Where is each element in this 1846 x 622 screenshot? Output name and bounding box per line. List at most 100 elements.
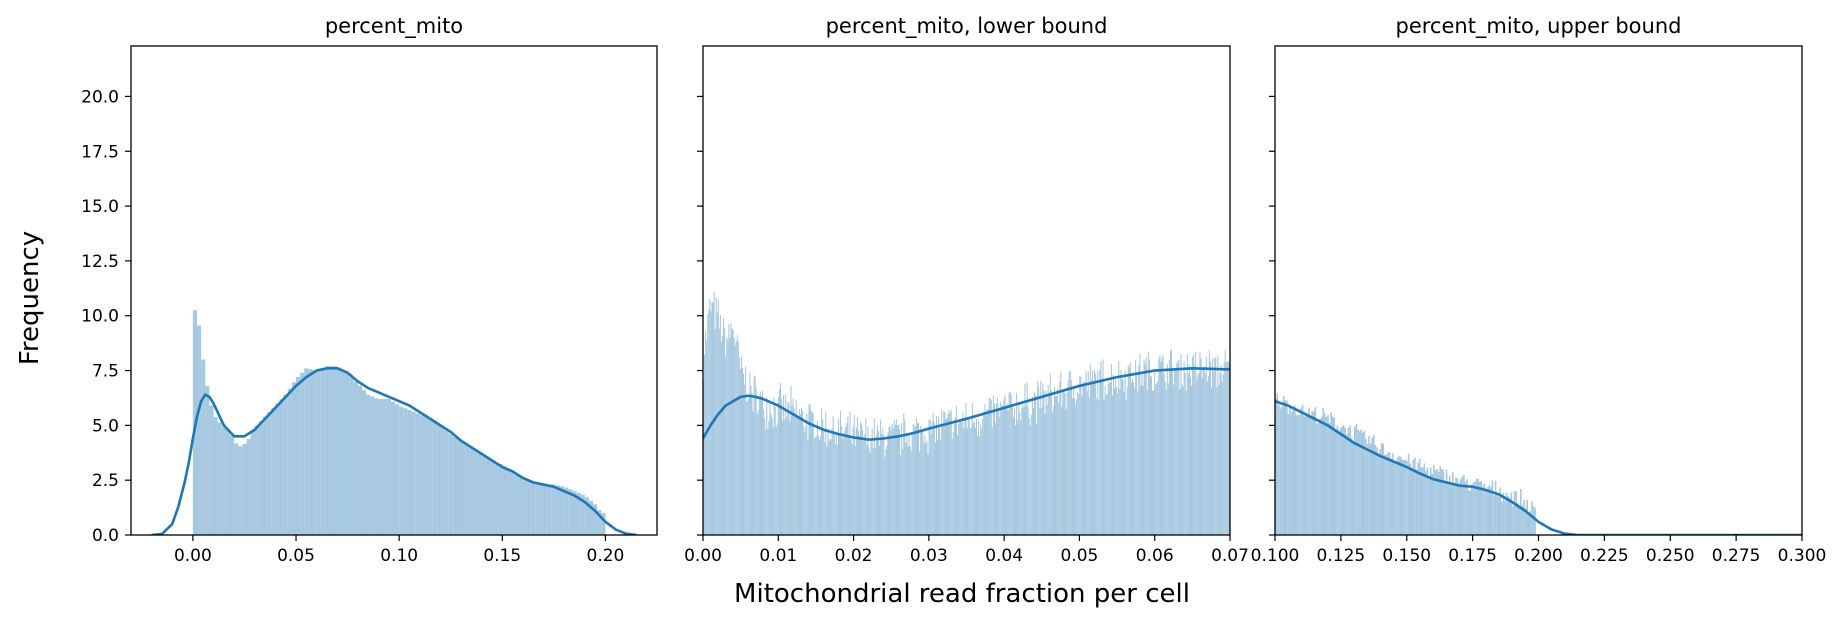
histogram-bar: [333, 366, 338, 535]
histogram-bar: [908, 434, 910, 535]
histogram-bar: [776, 423, 778, 535]
histogram-bar: [946, 418, 948, 535]
histogram-bar: [1363, 430, 1366, 535]
histogram-bar: [527, 480, 532, 535]
histogram-bar: [804, 432, 806, 535]
histogram-bar: [1278, 405, 1280, 535]
histogram-bar: [785, 394, 787, 535]
histogram-bar: [739, 369, 741, 535]
histogram-bar: [873, 418, 875, 535]
histogram-bar: [762, 390, 764, 535]
histogram-bar: [837, 419, 839, 535]
histogram-bar: [1001, 405, 1003, 535]
histogram-bar: [736, 335, 738, 535]
histogram-bar: [263, 416, 268, 535]
histogram-bar: [836, 445, 838, 535]
histogram-bar: [1450, 483, 1453, 535]
histogram-bar: [366, 394, 371, 535]
histogram-bar: [481, 455, 486, 535]
histogram-bar: [1115, 380, 1117, 535]
histogram-bar: [1358, 431, 1361, 535]
histogram-bar: [1166, 364, 1168, 535]
histogram-bar: [1418, 458, 1421, 535]
histogram-bar: [287, 388, 292, 535]
histogram-bar: [1434, 470, 1437, 535]
histogram-bar: [751, 393, 753, 535]
histogram-bar: [1182, 386, 1184, 535]
histogram-bar: [920, 426, 922, 535]
histogram-bar: [1130, 382, 1132, 535]
histogram-bar: [403, 408, 408, 535]
histogram-bar: [584, 497, 589, 535]
histogram-bar: [1022, 404, 1024, 535]
histogram-bar: [1312, 411, 1315, 535]
histogram-bar: [341, 370, 346, 535]
histogram-bar: [1051, 412, 1053, 535]
histogram-bar: [1480, 480, 1483, 535]
histogram-bar: [1490, 487, 1492, 535]
histogram-bar: [1089, 364, 1091, 535]
histogram-bar: [1478, 481, 1481, 535]
histogram-bar: [810, 410, 812, 535]
histogram-bar: [791, 405, 793, 535]
histogram-bar: [1006, 403, 1008, 535]
histogram-bar: [555, 485, 561, 535]
histogram-bar: [1488, 485, 1491, 535]
histogram-bar: [1526, 499, 1528, 535]
histogram-bar: [1371, 437, 1374, 535]
histogram-bar: [1215, 357, 1217, 535]
histogram-bar: [1398, 456, 1400, 535]
histogram-bar: [935, 416, 937, 535]
histogram-bar: [812, 412, 814, 535]
histogram-bar: [816, 420, 818, 535]
histogram-bar: [815, 436, 817, 535]
histogram-bar: [1512, 506, 1514, 535]
histogram-bar: [1220, 365, 1222, 535]
histogram-bar: [1204, 373, 1206, 535]
histogram-bar: [1382, 443, 1385, 535]
histogram-bar: [267, 412, 272, 535]
histogram-bar: [1003, 399, 1005, 535]
histogram-bar: [1508, 497, 1511, 535]
histogram-bar: [1448, 475, 1451, 535]
x-tick-label: 0.04: [985, 546, 1023, 566]
histogram-bar: [1374, 445, 1377, 535]
histogram-bar: [1395, 462, 1397, 535]
histogram-bar: [954, 417, 956, 535]
histogram-bar: [1081, 396, 1083, 535]
histogram-bar: [1336, 425, 1339, 535]
histogram-bar: [1531, 501, 1533, 535]
histogram-bar: [1222, 373, 1224, 535]
histogram-bar: [932, 413, 934, 535]
histogram-bar: [713, 291, 715, 535]
x-tick-label: 0.250: [1646, 546, 1695, 566]
histogram-bar: [864, 434, 866, 535]
histogram-bar: [796, 415, 798, 535]
histogram-bar: [1455, 477, 1457, 535]
histogram-bar: [1499, 487, 1502, 535]
histogram-bar: [712, 302, 714, 535]
histogram-bar: [329, 366, 334, 535]
histogram-bar: [899, 429, 901, 535]
histogram-bar: [1032, 408, 1034, 535]
histogram-bar: [938, 416, 940, 535]
histogram-bar: [1133, 382, 1135, 535]
histogram-bar: [572, 491, 577, 535]
histogram-bar: [1074, 398, 1076, 535]
histogram-bar: [1225, 362, 1227, 535]
histogram-bar: [1201, 378, 1203, 535]
histogram-bar: [1420, 467, 1423, 535]
histogram-bar: [588, 500, 594, 535]
histogram-bar: [1183, 361, 1185, 535]
histogram-bar: [1014, 425, 1017, 535]
histogram-bar: [1100, 361, 1102, 535]
histogram-bar: [1193, 355, 1195, 535]
histogram-bar: [1387, 452, 1389, 535]
histogram-bar: [374, 398, 379, 535]
histogram-bar: [728, 324, 730, 535]
histogram-bar: [883, 434, 885, 535]
histogram-bar: [790, 386, 792, 535]
panel-percent-mito: 0.00 0.05 0.10 0.15 0.20 0.0 2.5 5.0 7.5 10.0 12.5…: [81, 14, 658, 566]
histogram-bar: [1226, 361, 1228, 535]
